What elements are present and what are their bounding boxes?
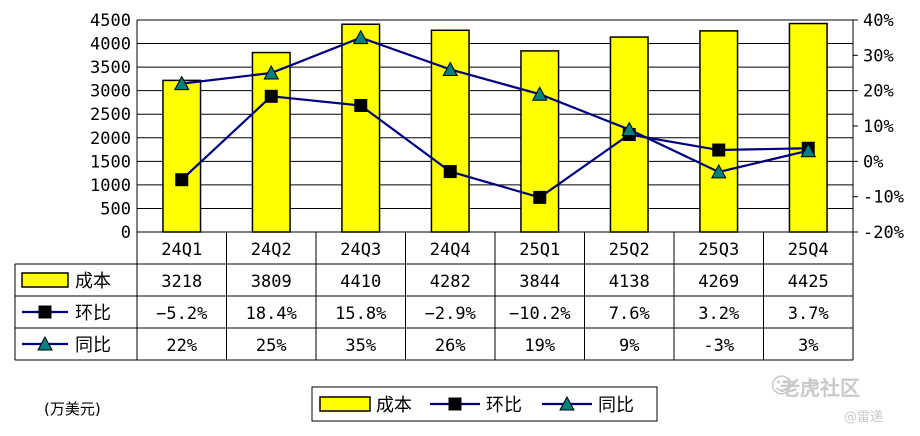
table-cell: 18.4% — [246, 304, 297, 324]
watermark-text: 老虎社区 — [780, 376, 860, 400]
y-tick-label-left: 0 — [121, 223, 131, 243]
table-cell: 25% — [256, 336, 287, 356]
data-point — [264, 89, 278, 103]
table-cell: 3218 — [161, 272, 202, 292]
watermark-author: @雷递 — [844, 410, 884, 425]
series-line — [181, 36, 809, 174]
data-table: 24Q1 24Q2 24Q3 24Q4 25Q1 25Q2 25Q3 25Q4 成本 3218 38… — [14, 231, 854, 361]
x-tick-label: 24Q2 — [251, 240, 292, 260]
line-series — [173, 29, 817, 204]
table-key-bar — [21, 272, 69, 288]
x-tick-label: 25Q3 — [698, 240, 739, 260]
table-cell: 19% — [524, 336, 555, 356]
table-row-name: 成本 — [75, 271, 111, 292]
y-tick-label-right: -20% — [863, 223, 904, 243]
x-tick-label: 25Q2 — [609, 240, 650, 260]
gridlines — [137, 19, 853, 209]
y-tick-label-right: 10% — [863, 117, 894, 137]
watermark-logo-icon: ☺ — [770, 374, 793, 399]
bar-series — [162, 22, 828, 233]
y-tick-label-left: 3500 — [90, 58, 131, 78]
y-tick-label-right: 20% — [863, 82, 894, 102]
x-tick-label: 24Q4 — [430, 240, 471, 260]
data-point — [531, 86, 548, 101]
legend: 成本 环比 同比 — [311, 386, 658, 422]
table-cell: −10.2% — [509, 304, 570, 324]
y-tick-label-left: 1000 — [90, 176, 131, 196]
table-cell: 35% — [345, 336, 376, 356]
data-point — [443, 165, 457, 179]
table-cell: 3844 — [519, 272, 560, 292]
y-tick-label-right: 30% — [863, 46, 894, 66]
bar — [251, 51, 291, 233]
bar — [162, 79, 202, 233]
y-tick-label-left: 1500 — [90, 152, 131, 172]
table-cell: −5.2% — [156, 304, 207, 324]
table-row-name: 环比 — [75, 303, 111, 324]
y-tick-label-right: 0% — [863, 152, 883, 172]
y-tick-label-right: 40% — [863, 11, 894, 31]
y-tick-label-left: 500 — [100, 199, 131, 219]
data-point — [712, 143, 726, 157]
table-cell: −2.9% — [425, 304, 476, 324]
table-cell: 4269 — [698, 272, 739, 292]
y-tick-label-left: 4000 — [90, 35, 131, 55]
data-point — [621, 121, 638, 137]
legend-key-marker — [448, 397, 462, 411]
y-tick-label-left: 4500 — [90, 11, 131, 31]
legend-key-marker — [559, 395, 575, 411]
data-point — [442, 61, 459, 76]
table-cell: 4138 — [609, 272, 650, 292]
data-point — [352, 29, 369, 45]
series-line — [181, 95, 809, 199]
table-cell: 3.7% — [788, 304, 829, 324]
table-cell: 7.6% — [609, 304, 650, 324]
axes: 0 500 1000 1500 2000 2500 3000 3500 4000 4500 -20%… — [90, 11, 904, 243]
table-cell: 3809 — [251, 272, 292, 292]
bar — [430, 29, 470, 233]
data-point — [533, 190, 547, 204]
table-cell: 4425 — [788, 272, 829, 292]
table-cell: 3% — [798, 336, 818, 356]
table-cell: 15.8% — [335, 304, 386, 324]
table-key-marker — [38, 305, 52, 319]
bar — [699, 30, 739, 233]
x-tick-label: 24Q1 — [161, 240, 202, 260]
bar — [341, 23, 381, 233]
bar — [520, 50, 560, 233]
table-cell: -3% — [703, 336, 734, 356]
x-tick-label: 25Q4 — [788, 240, 829, 260]
table-cell: 4410 — [340, 272, 381, 292]
data-point — [800, 142, 817, 158]
table-row-name: 同比 — [75, 335, 111, 356]
y-tick-label-left: 2500 — [90, 105, 131, 125]
data-point — [175, 173, 189, 187]
y-tick-label-left: 3000 — [90, 82, 131, 102]
data-point — [710, 163, 727, 179]
data-point — [173, 75, 190, 91]
y-tick-label-right: -10% — [863, 188, 904, 208]
x-tick-label: 25Q1 — [519, 240, 560, 260]
data-point — [354, 99, 368, 113]
table-cell: 22% — [166, 336, 197, 356]
table-cell: 3.2% — [698, 304, 739, 324]
table-cell: 26% — [435, 336, 466, 356]
x-tick-label: 24Q3 — [340, 240, 381, 260]
unit-label: (万美元) — [44, 400, 101, 418]
legend-label: 成本 — [376, 395, 412, 416]
table-key-marker — [37, 335, 53, 351]
table-cell: 4282 — [430, 272, 471, 292]
legend-key-bar — [319, 396, 371, 412]
legend-label: 环比 — [486, 395, 522, 416]
bar — [788, 22, 828, 233]
y-tick-label-left: 2000 — [90, 129, 131, 149]
data-point — [263, 64, 280, 80]
legend-label: 同比 — [598, 395, 634, 416]
table-cell: 9% — [619, 336, 639, 356]
